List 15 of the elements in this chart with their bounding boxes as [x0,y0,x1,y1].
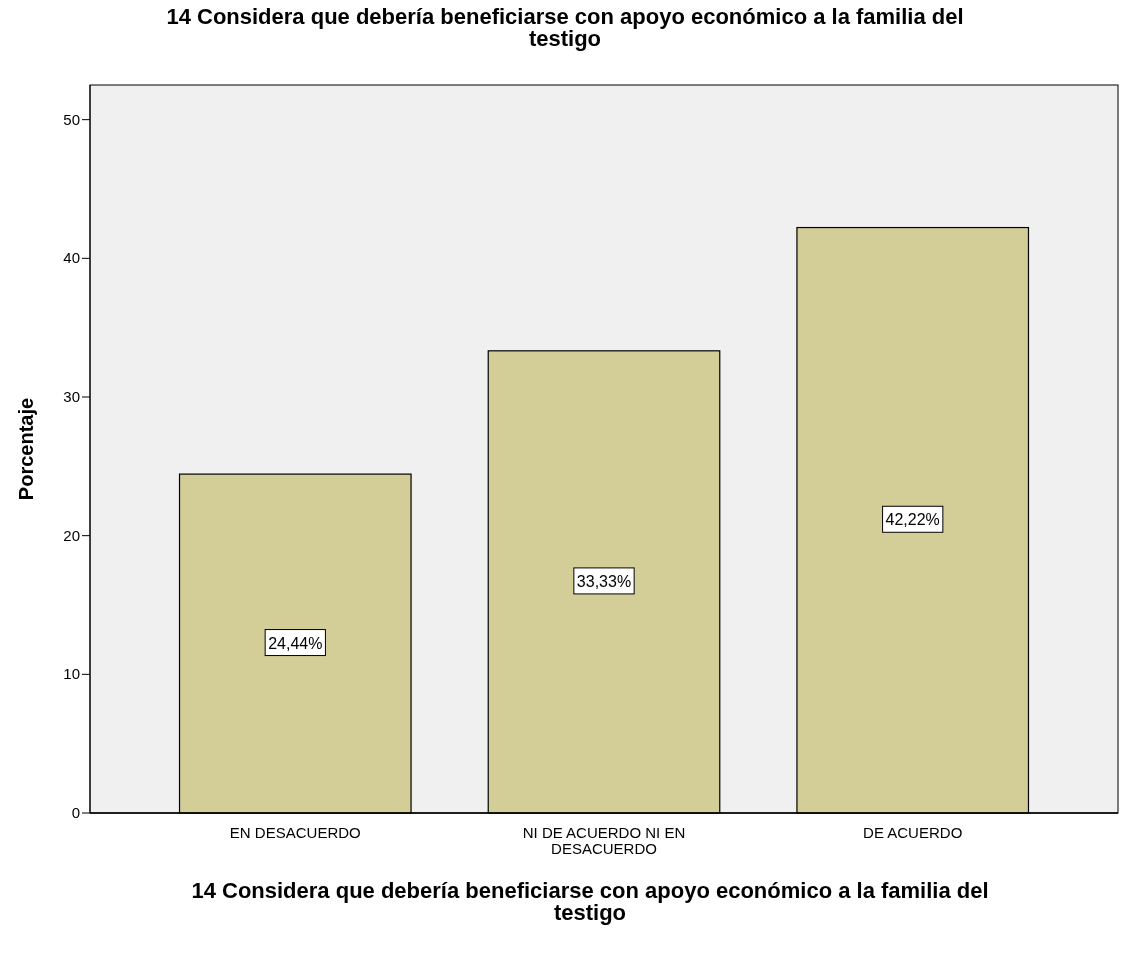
y-tick-label: 10 [63,665,80,683]
y-tick-label: 30 [63,388,80,405]
data-label: 33,33% [576,572,632,590]
y-tick-label: 50 [63,110,80,128]
data-label: 24,44% [268,634,323,652]
chart-title: 14 Considera que debería beneficiarse con apoyo económico a la familia del testigo [166,4,964,51]
y-tick-label: 40 [63,249,80,267]
x-tick-label: EN DESACUERDO [229,824,361,841]
y-tick-label: 0 [71,804,80,821]
x-axis-title: 14 Considera que debería beneficiarse con apoyo económico a la familia del testigo [191,878,989,925]
x-tick-label: NI DE ACUERDO NI EN DESACUERDO [522,824,686,857]
y-tick-label: 20 [63,526,80,544]
data-label: 42,22% [885,511,940,529]
y-axis-title: Porcentaje [15,397,37,501]
x-tick-label: DE ACUERDO [863,824,963,841]
